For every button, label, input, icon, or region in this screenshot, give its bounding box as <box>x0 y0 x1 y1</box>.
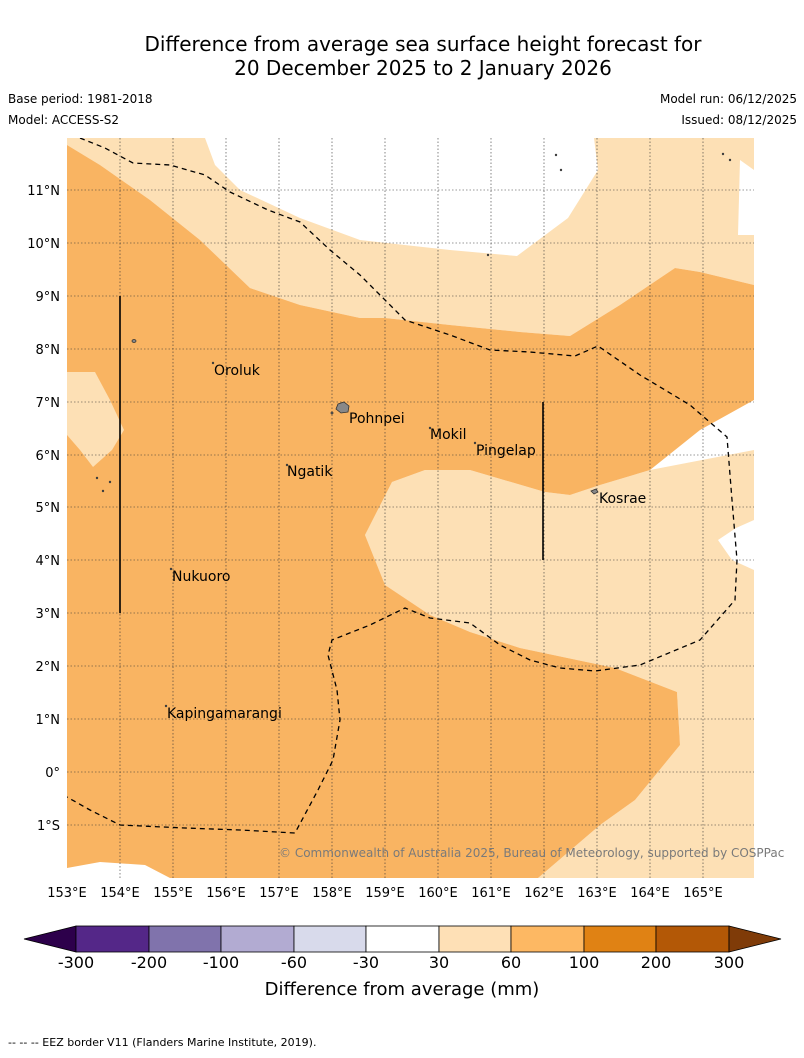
colorbar-extend-low <box>23 925 77 953</box>
place-label: Pohnpei <box>349 411 405 427</box>
model-name: Model: ACCESS-S2 <box>8 113 120 127</box>
place-label: Kapingamarangi <box>167 706 282 722</box>
lon-label: 159°E <box>365 886 405 901</box>
lon-label: 153°E <box>47 886 87 901</box>
place-label: Pingelap <box>476 443 536 459</box>
colorbar-tick: -100 <box>203 953 239 972</box>
lon-label: 161°E <box>471 886 511 901</box>
colorbar-segment <box>583 925 657 953</box>
place-label: Oroluk <box>214 363 261 379</box>
place-label: Kosrae <box>599 491 646 507</box>
islands <box>95 152 732 708</box>
colorbar-segment <box>148 925 222 953</box>
lat-label: 6°N <box>36 449 61 464</box>
contour-60-100-main <box>67 145 754 878</box>
colorbar-segment <box>510 925 585 953</box>
lon-label: 160°E <box>418 886 458 901</box>
colorbar-segment <box>75 925 150 953</box>
copyright-text: © Commonwealth of Australia 2025, Bureau… <box>279 846 784 860</box>
lon-label: 155°E <box>153 886 193 901</box>
colorbar-segment <box>438 925 512 953</box>
colorbar-tick: 100 <box>569 953 600 972</box>
pohnpei-island <box>335 401 350 414</box>
lon-label: 156°E <box>206 886 246 901</box>
kosrae-island <box>590 488 599 495</box>
graticule <box>67 138 754 878</box>
colorbar-segment <box>655 925 730 953</box>
title-line-2: 20 December 2025 to 2 January 2026 <box>234 56 612 80</box>
title-line-1: Difference from average sea surface heig… <box>144 32 702 56</box>
lat-label: 3°N <box>36 607 61 622</box>
colorbar-tick: 60 <box>501 953 521 972</box>
place-label: Ngatik <box>287 464 333 480</box>
base-period: Base period: 1981-2018 <box>8 92 153 106</box>
lon-label: 164°E <box>630 886 670 901</box>
model-run: Model run: 06/12/2025 <box>659 92 797 106</box>
contour-30-60-west <box>67 372 124 467</box>
issued-date: Issued: 08/12/2025 <box>681 113 797 127</box>
place-label: Mokil <box>430 427 467 443</box>
colorbar-segment <box>365 925 440 953</box>
colorbar-tick: -300 <box>58 953 94 972</box>
place-label: Nukuoro <box>172 569 230 585</box>
lat-label: 7°N <box>36 396 61 411</box>
lon-label: 154°E <box>100 886 140 901</box>
colorbar-tick: 200 <box>641 953 672 972</box>
chart-title: Difference from average sea surface heig… <box>0 32 804 80</box>
lat-label: 2°N <box>36 660 61 675</box>
eez-border <box>67 138 738 834</box>
lon-label: 158°E <box>312 886 352 901</box>
lat-label: 1°N <box>36 713 61 728</box>
colorbar-tick: -200 <box>131 953 167 972</box>
lon-label: 165°E <box>683 886 723 901</box>
lat-label: 1°S <box>37 819 60 834</box>
lat-label: 5°N <box>36 501 61 516</box>
colorbar-tick: 30 <box>429 953 449 972</box>
lat-label: 11°N <box>27 184 60 199</box>
colorbar-label: Difference from average (mm) <box>265 979 540 1000</box>
lon-label: 157°E <box>259 886 299 901</box>
colorbar-tick: -60 <box>281 953 307 972</box>
lat-label: 10°N <box>27 237 60 252</box>
colorbar-tick: -30 <box>353 953 379 972</box>
lon-label: 163°E <box>577 886 617 901</box>
lon-label: 162°E <box>524 886 564 901</box>
colorbar-segment <box>293 925 367 953</box>
footnote: -- -- -- EEZ border V11 (Flanders Marine… <box>8 1036 317 1049</box>
map-panel: Oroluk Pohnpei Mokil Pingelap Ngatik Kos… <box>27 138 784 901</box>
colorbar: -300 -200 -100 -60 -30 30 60 100 200 300… <box>23 925 782 1000</box>
colorbar-segment <box>220 925 295 953</box>
contour-30-60 <box>67 138 754 878</box>
colorbar-extend-high <box>728 925 782 953</box>
lat-label: 4°N <box>36 554 61 569</box>
lat-label: 0° <box>45 766 60 781</box>
lat-label: 9°N <box>36 290 61 305</box>
lat-label: 8°N <box>36 343 61 358</box>
colorbar-tick: 300 <box>714 953 745 972</box>
